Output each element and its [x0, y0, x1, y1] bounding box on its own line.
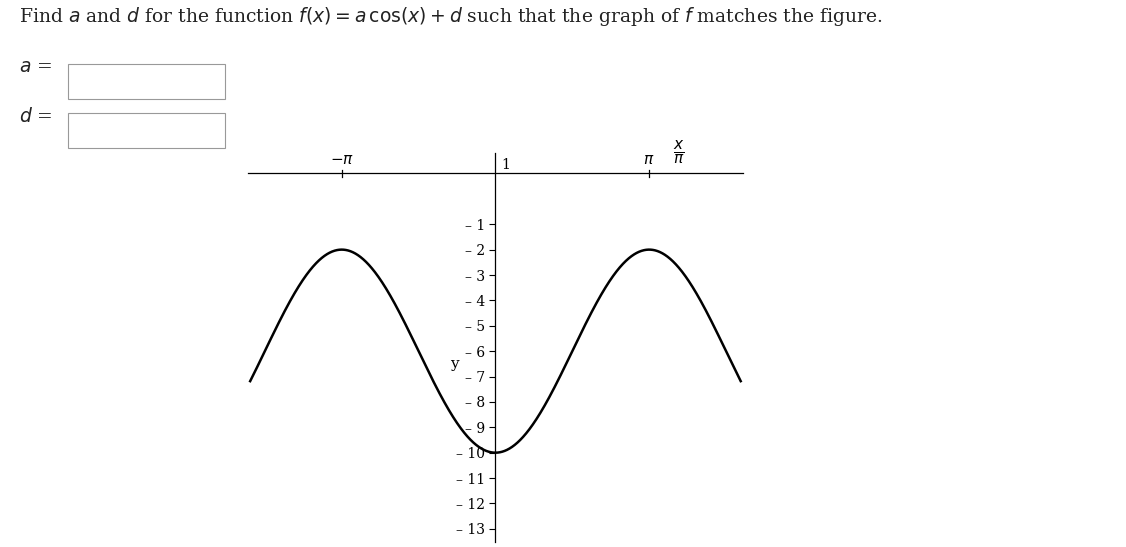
FancyBboxPatch shape	[68, 113, 225, 148]
Text: Find $a$ and $d$ for the function $f(x) = a\,\cos(x) + d$ such that the graph of: Find $a$ and $d$ for the function $f(x) …	[19, 4, 883, 27]
Text: 1: 1	[501, 158, 510, 172]
Text: $a$ =: $a$ =	[19, 58, 52, 76]
Text: $\dfrac{x}{\pi}$: $\dfrac{x}{\pi}$	[672, 139, 685, 166]
Text: y: y	[449, 357, 458, 371]
Text: $d$ =: $d$ =	[19, 107, 53, 126]
Text: $-\pi$: $-\pi$	[330, 153, 354, 167]
FancyBboxPatch shape	[68, 63, 225, 99]
Text: $\pi$: $\pi$	[643, 153, 655, 167]
